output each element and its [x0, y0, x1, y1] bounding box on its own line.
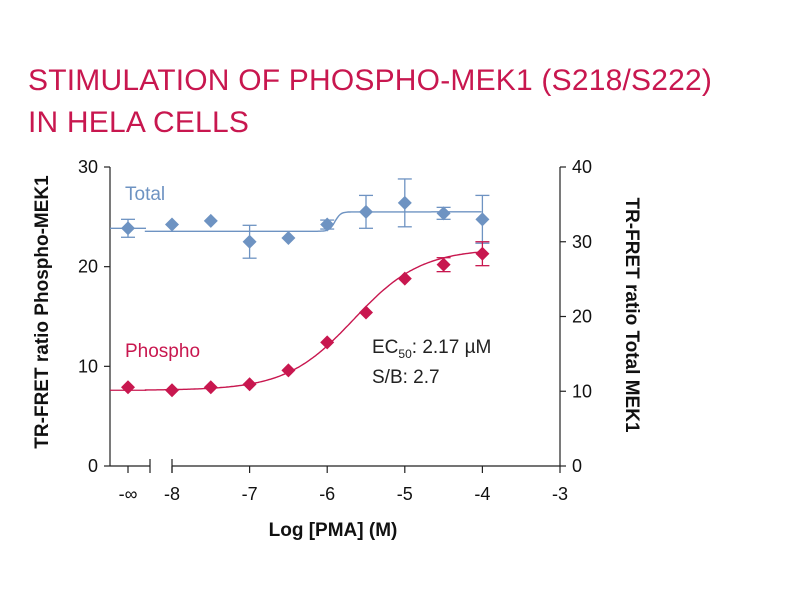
phospho-data-point	[397, 271, 412, 286]
total-data-point	[281, 231, 296, 246]
phospho-data-point	[165, 383, 179, 398]
chart-title: STIMULATION OF PHOSPHO-MEK1 (S218/S222) …	[28, 60, 712, 144]
x-tick-label: -3	[552, 484, 568, 504]
right-y-tick-label: 20	[572, 307, 592, 327]
phospho-fit-curve	[144, 251, 482, 391]
right-y-tick-label: 40	[572, 157, 592, 177]
x-tick-label: -4	[474, 484, 490, 504]
left-y-axis-title: TR-FRET ratio Phospho-MEK1	[32, 175, 53, 449]
left-y-tick-label: 20	[78, 257, 98, 277]
phospho-data-point	[359, 305, 373, 320]
total-data-point	[359, 204, 373, 219]
x-tick-label: -8	[164, 484, 180, 504]
chart-title-line-1: STIMULATION OF PHOSPHO-MEK1 (S218/S222)	[28, 64, 713, 97]
x-tick-label: -5	[397, 484, 413, 504]
right-y-tick-label: 0	[572, 456, 582, 476]
total-series-label: Total	[125, 184, 165, 205]
chart-title-line-2: IN HELA CELLS	[28, 106, 250, 139]
x-tick-label: -6	[319, 484, 335, 504]
phospho-data-point	[121, 380, 135, 395]
left-y-tick-label: 10	[78, 356, 98, 376]
phospho-data-point	[281, 363, 296, 378]
x-axis-title: Log [PMA] (M)	[269, 520, 398, 541]
phospho-data-point	[242, 377, 257, 392]
total-data-point	[203, 213, 218, 228]
left-y-tick-label: 0	[88, 456, 98, 476]
phospho-data-point	[320, 335, 335, 350]
phospho-series-label: Phospho	[125, 341, 200, 362]
phospho-data-point	[203, 380, 218, 395]
ec50-annotation: EC50: 2.17 µM	[372, 337, 491, 361]
total-data-point	[475, 212, 490, 227]
phospho-data-point	[475, 246, 490, 261]
total-data-point	[436, 206, 451, 221]
right-y-axis-title: TR-FRET ratio Total MEK1	[621, 197, 642, 432]
total-fit-curve	[144, 211, 482, 232]
total-data-point	[165, 217, 179, 232]
svg-text:TR-FRET ratio Phospho-MEK1: TR-FRET ratio Phospho-MEK1	[32, 175, 53, 449]
axes: 0 10 20 30 0 10 20 30 40 -∞ -8 -7 -6 -5 -4 -3	[78, 157, 592, 504]
right-y-tick-label: 30	[572, 232, 592, 252]
total-data-point	[320, 217, 335, 232]
marks	[110, 178, 490, 398]
phospho-data-point	[436, 257, 451, 272]
total-data-point	[397, 195, 412, 210]
left-y-tick-label: 30	[78, 157, 98, 177]
sb-annotation: S/B: 2.7	[372, 367, 440, 388]
total-data-point	[242, 234, 257, 249]
svg-text:TR-FRET ratio Total MEK1: TR-FRET ratio Total MEK1	[621, 197, 642, 432]
x-tick-label: -∞	[119, 484, 138, 504]
right-y-tick-label: 10	[572, 381, 592, 401]
total-data-point	[121, 221, 135, 236]
x-tick-label: -7	[242, 484, 258, 504]
